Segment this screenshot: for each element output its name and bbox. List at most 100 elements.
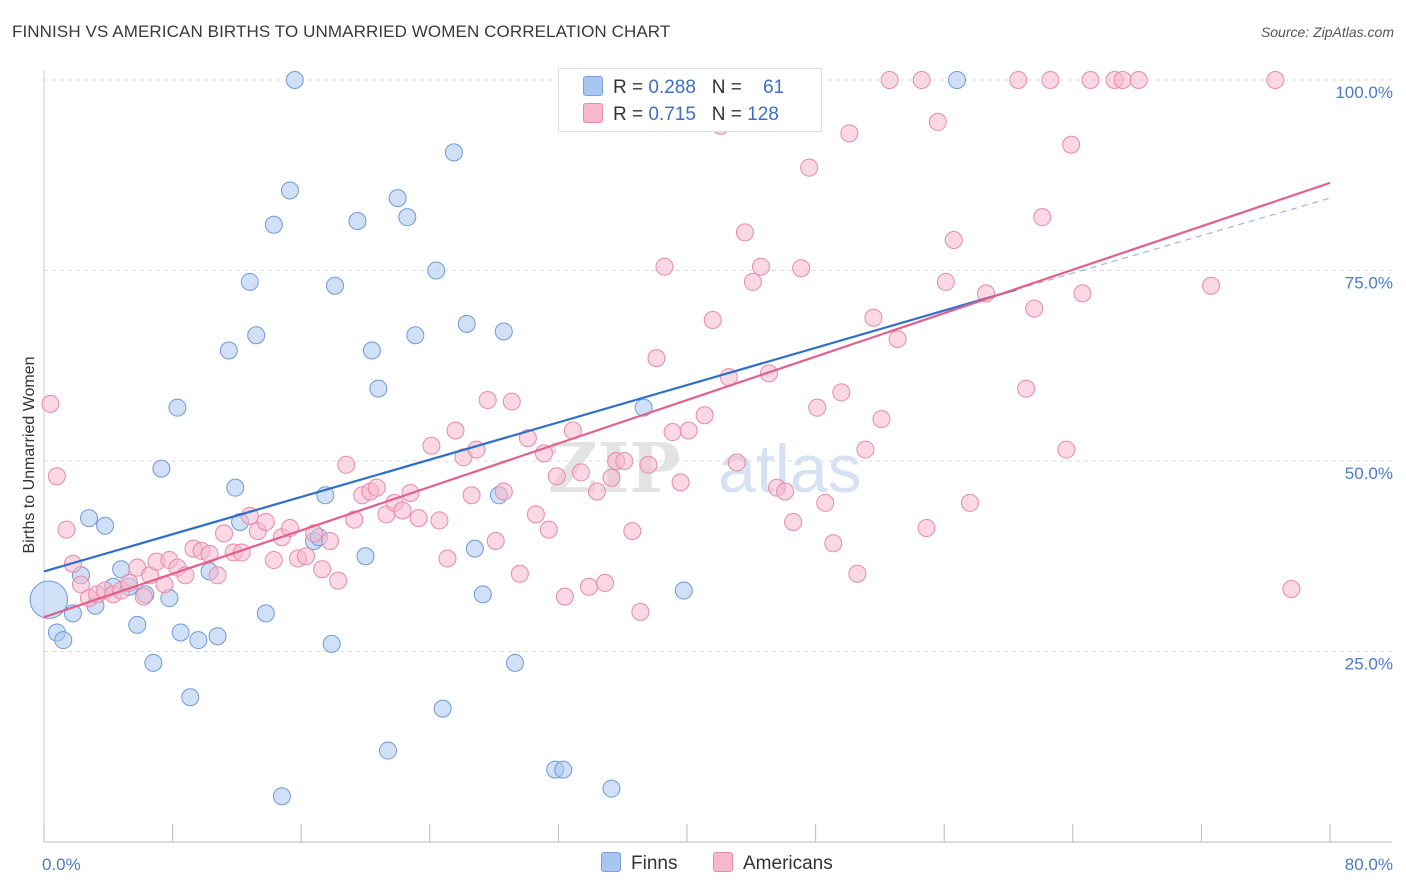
point-americans xyxy=(832,383,851,402)
series-label-americans: Americans xyxy=(743,853,833,874)
series-legend-americans[interactable]: Americans xyxy=(713,852,833,875)
point-americans xyxy=(547,467,566,486)
point-americans xyxy=(1062,135,1081,154)
point-americans xyxy=(936,272,955,291)
point-americans xyxy=(735,223,754,242)
series-legend-finns[interactable]: Finns xyxy=(601,852,677,875)
point-finns xyxy=(348,211,367,230)
point-americans xyxy=(1057,440,1076,459)
point-finns xyxy=(128,615,147,634)
point-finns xyxy=(247,326,266,345)
point-americans xyxy=(526,505,545,524)
point-finns xyxy=(362,341,381,360)
point-americans xyxy=(1017,379,1036,398)
point-americans xyxy=(695,406,714,425)
point-americans xyxy=(409,509,428,528)
point-finns xyxy=(152,459,171,478)
point-finns xyxy=(634,398,653,417)
point-americans xyxy=(703,311,722,330)
y-tick-label: 100.0% xyxy=(1335,83,1393,102)
point-finns xyxy=(168,398,187,417)
point-finns xyxy=(29,580,69,619)
y-tick-label: 50.0% xyxy=(1345,464,1393,483)
point-americans xyxy=(639,455,658,474)
point-americans xyxy=(824,534,843,553)
point-americans xyxy=(944,231,963,250)
point-americans xyxy=(321,532,340,551)
axes xyxy=(43,70,1392,843)
point-americans xyxy=(1009,71,1028,89)
point-americans xyxy=(800,158,819,177)
point-americans xyxy=(264,551,283,570)
point-americans xyxy=(880,71,899,89)
point-americans xyxy=(502,392,521,411)
point-americans xyxy=(1041,71,1060,89)
point-americans xyxy=(1282,580,1301,599)
correlation-legend: R = 0.288 N = 61 R = 0.715 N = 128 xyxy=(558,68,822,132)
point-finns xyxy=(427,261,446,280)
point-finns xyxy=(473,585,492,604)
point-finns xyxy=(406,326,425,345)
point-americans xyxy=(539,520,558,539)
point-americans xyxy=(579,577,598,596)
legend-r-value: 0.715 xyxy=(648,104,696,125)
point-americans xyxy=(462,486,481,505)
point-finns xyxy=(272,787,291,806)
legend-row-finns: R = 0.288 N = 61 xyxy=(583,76,784,100)
point-americans xyxy=(679,421,698,440)
legend-r-value: 0.288 xyxy=(648,77,696,98)
point-finns xyxy=(96,516,115,535)
point-americans xyxy=(816,493,835,512)
trend-extension-finns xyxy=(1016,197,1331,291)
point-americans xyxy=(856,440,875,459)
point-finns xyxy=(280,181,299,200)
point-americans xyxy=(422,436,441,455)
trend-line-finns xyxy=(43,288,1017,573)
point-americans xyxy=(751,257,770,276)
point-finns xyxy=(388,189,407,208)
point-americans xyxy=(478,391,497,410)
legend-n-value: 128 xyxy=(747,104,779,125)
point-americans xyxy=(446,421,465,440)
point-finns xyxy=(356,547,375,566)
point-finns xyxy=(240,272,259,291)
point-americans xyxy=(47,467,66,486)
point-americans xyxy=(393,501,412,520)
point-finns xyxy=(226,478,245,497)
legend-n-label: N = xyxy=(711,104,742,125)
point-americans xyxy=(337,455,356,474)
point-americans xyxy=(792,259,811,278)
point-americans xyxy=(784,512,803,531)
point-americans xyxy=(587,482,606,501)
x-tick-label: 0.0% xyxy=(42,855,81,874)
point-americans xyxy=(596,573,615,592)
point-americans xyxy=(631,602,650,621)
point-finns xyxy=(181,688,200,707)
point-finns xyxy=(322,634,341,653)
series-swatch-americans xyxy=(713,852,733,872)
source-label: Source: ZipAtlas.com xyxy=(1260,24,1394,40)
point-americans xyxy=(840,124,859,143)
y-axis-label: Births to Unmarried Women xyxy=(21,356,38,553)
point-americans xyxy=(510,564,529,583)
point-americans xyxy=(647,349,666,368)
point-finns xyxy=(264,215,283,234)
point-americans xyxy=(329,571,348,590)
point-americans xyxy=(602,468,621,487)
x-tick-label: 80.0% xyxy=(1345,855,1393,874)
data-points xyxy=(29,71,1301,806)
point-finns xyxy=(54,631,73,650)
point-finns xyxy=(674,581,693,600)
legend-r-label: R = xyxy=(613,77,644,98)
point-finns xyxy=(325,276,344,295)
point-americans xyxy=(71,575,90,594)
point-americans xyxy=(1025,299,1044,318)
chart-title: FINNISH VS AMERICAN BIRTHS TO UNMARRIED … xyxy=(12,22,671,41)
point-americans xyxy=(200,544,219,563)
y-tick-label: 75.0% xyxy=(1345,274,1393,293)
point-finns xyxy=(144,653,163,672)
point-finns xyxy=(444,143,463,162)
point-americans xyxy=(727,453,746,472)
point-finns xyxy=(379,741,398,760)
